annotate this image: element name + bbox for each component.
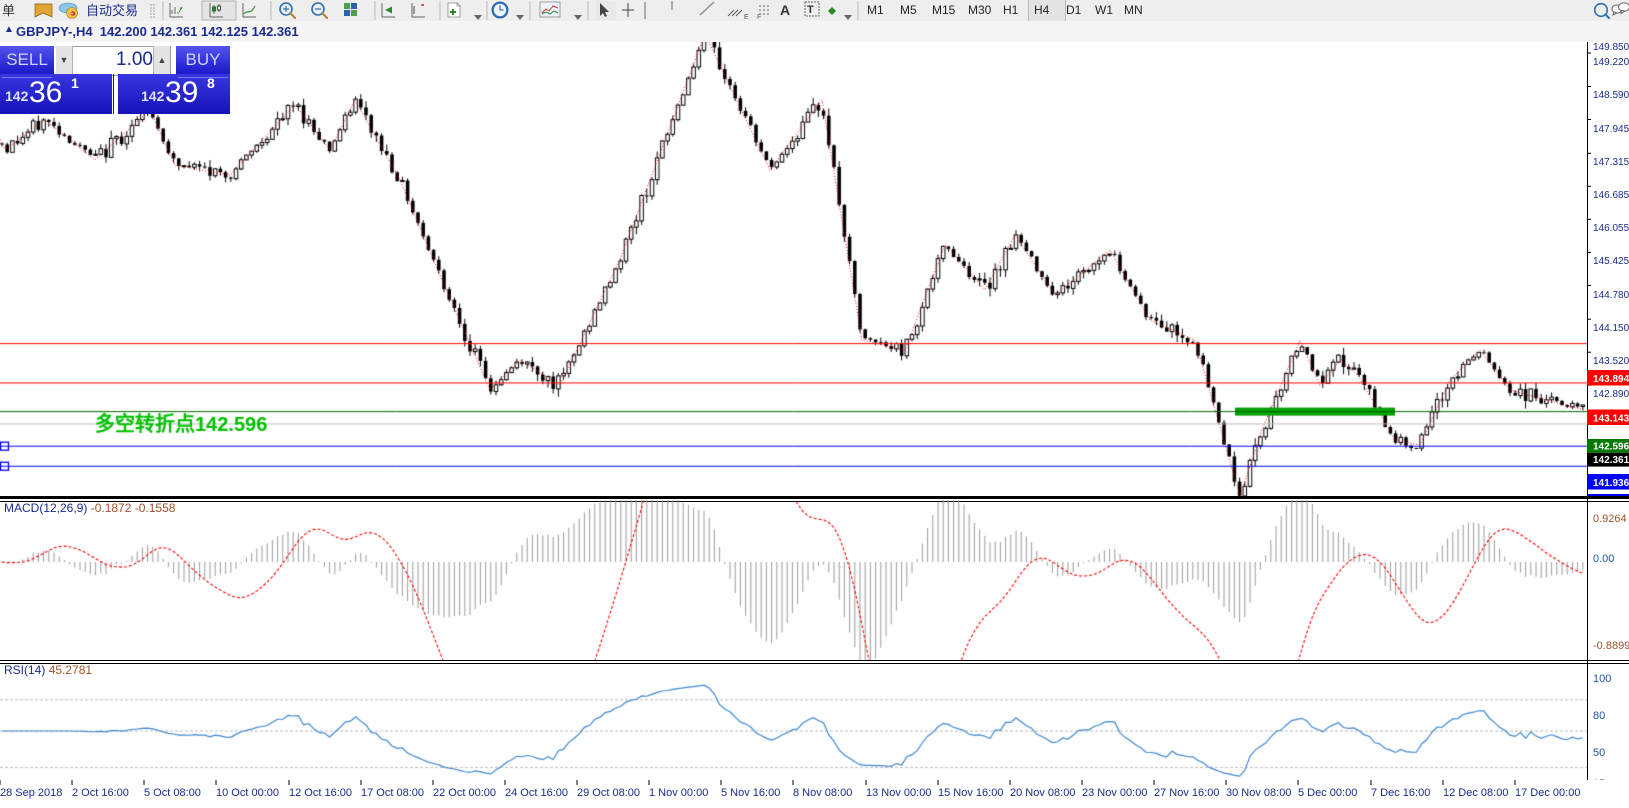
svg-text:17 Oct 08:00: 17 Oct 08:00 (361, 787, 424, 799)
svg-text:12 Dec 08:00: 12 Dec 08:00 (1443, 787, 1508, 799)
svg-text:5 Oct 08:00: 5 Oct 08:00 (144, 787, 201, 799)
svg-text:15 Nov 16:00: 15 Nov 16:00 (938, 787, 1003, 799)
svg-text:10 Oct 00:00: 10 Oct 00:00 (216, 787, 279, 799)
svg-text:8 Nov 08:00: 8 Nov 08:00 (793, 787, 852, 799)
svg-text:1 Nov 00:00: 1 Nov 00:00 (649, 787, 708, 799)
svg-text:28 Sep 2018: 28 Sep 2018 (0, 787, 62, 799)
svg-text:12 Oct 16:00: 12 Oct 16:00 (289, 787, 352, 799)
svg-text:7 Dec 16:00: 7 Dec 16:00 (1371, 787, 1430, 799)
svg-text:24 Oct 16:00: 24 Oct 16:00 (505, 787, 568, 799)
svg-text:22 Oct 00:00: 22 Oct 00:00 (433, 787, 496, 799)
svg-text:2 Oct 16:00: 2 Oct 16:00 (72, 787, 129, 799)
svg-text:5 Dec 00:00: 5 Dec 00:00 (1298, 787, 1357, 799)
svg-text:5 Nov 16:00: 5 Nov 16:00 (721, 787, 780, 799)
svg-text:13 Nov 00:00: 13 Nov 00:00 (866, 787, 931, 799)
svg-text:30 Nov 08:00: 30 Nov 08:00 (1226, 787, 1291, 799)
svg-text:23 Nov 00:00: 23 Nov 00:00 (1082, 787, 1147, 799)
svg-text:17 Dec 00:00: 17 Dec 00:00 (1515, 787, 1580, 799)
svg-text:20 Nov 08:00: 20 Nov 08:00 (1010, 787, 1075, 799)
svg-text:29 Oct 08:00: 29 Oct 08:00 (577, 787, 640, 799)
svg-text:27 Nov 16:00: 27 Nov 16:00 (1154, 787, 1219, 799)
